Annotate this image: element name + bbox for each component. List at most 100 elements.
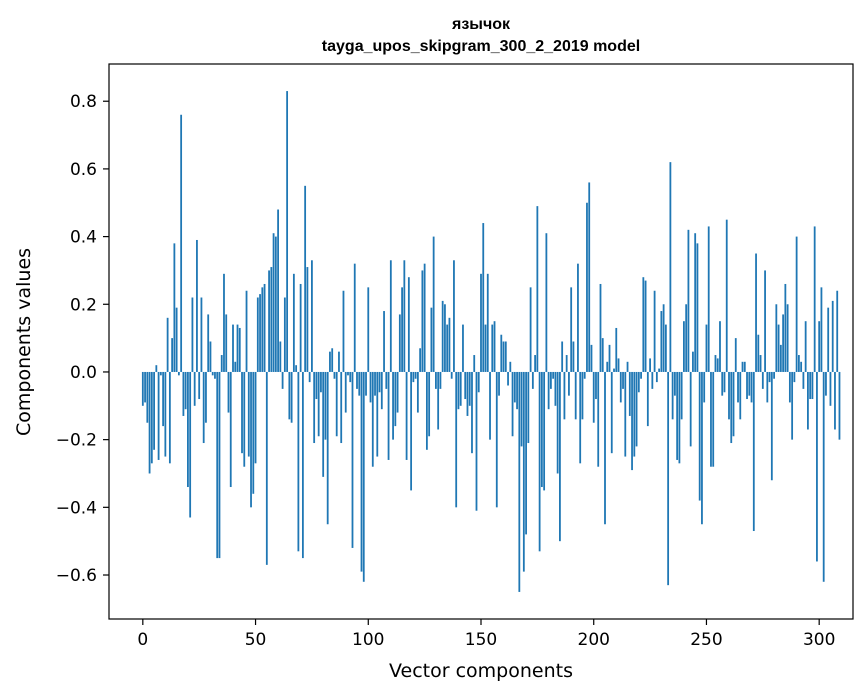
bar	[534, 355, 537, 372]
bar	[507, 371, 509, 386]
bar	[471, 371, 473, 454]
bar	[261, 287, 264, 372]
bar	[205, 371, 207, 423]
bar	[168, 371, 171, 464]
bar	[694, 233, 697, 372]
bars-group	[141, 91, 841, 592]
bar	[398, 314, 401, 372]
bar	[746, 371, 748, 400]
bar	[347, 371, 349, 376]
bar	[419, 348, 422, 372]
bar	[725, 219, 728, 372]
bar	[658, 368, 661, 372]
bar	[545, 233, 548, 372]
bar	[599, 283, 602, 372]
bar	[768, 371, 771, 383]
bar	[755, 253, 757, 372]
bar	[642, 277, 645, 372]
y-tick-label: −0.2	[56, 431, 97, 451]
bar	[187, 371, 189, 488]
bar	[807, 371, 809, 430]
plot-frame	[108, 63, 854, 620]
bar	[651, 371, 654, 389]
bar	[714, 355, 717, 372]
bar	[263, 283, 266, 372]
bar	[459, 371, 462, 406]
bar	[631, 371, 633, 471]
bar	[640, 371, 642, 379]
bar	[516, 371, 518, 410]
bar	[430, 307, 433, 372]
bar	[757, 334, 760, 372]
bar	[635, 371, 638, 447]
bar	[416, 371, 419, 413]
bar	[378, 371, 381, 393]
bar	[432, 236, 435, 372]
bar	[410, 371, 413, 491]
bar	[241, 371, 243, 454]
chart-subtitle: tayga_upos_skipgram_300_2_2019 model	[322, 38, 640, 55]
bar	[232, 324, 234, 372]
bar	[543, 371, 546, 491]
y-tick-label: 0.6	[70, 160, 97, 180]
bar	[317, 371, 320, 437]
bar	[568, 371, 570, 396]
bar	[295, 365, 298, 372]
bar	[216, 371, 219, 559]
y-tick-label: −0.6	[56, 566, 97, 586]
bar	[818, 321, 821, 372]
bar	[401, 287, 403, 372]
bar	[836, 290, 839, 372]
bar	[687, 229, 690, 372]
bar	[518, 371, 521, 592]
bar	[362, 371, 365, 582]
bar	[678, 371, 681, 464]
x-tick-label: 150	[465, 630, 497, 650]
bar	[200, 297, 203, 372]
bar	[685, 304, 688, 372]
bar	[358, 371, 361, 396]
bar	[304, 185, 307, 372]
bar	[811, 371, 814, 400]
bar	[513, 371, 516, 403]
bar	[477, 371, 480, 393]
bar	[412, 371, 415, 383]
bar	[234, 361, 237, 372]
bar	[707, 226, 710, 372]
bar	[777, 324, 780, 372]
bar	[376, 371, 379, 457]
bar	[288, 371, 291, 420]
bar	[495, 371, 498, 508]
bar	[734, 338, 737, 372]
bar	[579, 371, 582, 464]
bar	[779, 344, 782, 372]
bar	[299, 283, 302, 372]
bar	[414, 371, 417, 379]
bar	[825, 371, 827, 396]
bar	[227, 371, 230, 413]
bar	[335, 371, 338, 437]
bar	[676, 371, 679, 460]
bar	[351, 371, 354, 548]
bar	[716, 358, 719, 372]
bar	[608, 344, 611, 372]
bar	[153, 371, 155, 450]
x-tick-label: 0	[137, 630, 148, 650]
y-tick-label: −0.4	[56, 498, 97, 518]
bar	[453, 260, 455, 372]
bar	[272, 233, 275, 372]
bar	[166, 317, 169, 372]
bar	[437, 371, 440, 430]
bar	[193, 371, 196, 406]
bar	[144, 371, 146, 403]
bar	[450, 371, 453, 379]
chart-title: язычок	[451, 16, 511, 33]
bar	[703, 371, 706, 403]
bar	[277, 209, 279, 372]
bar	[500, 334, 503, 372]
bar	[606, 361, 609, 372]
bar	[286, 91, 289, 372]
x-axis-label: Vector components	[389, 660, 573, 682]
bar	[522, 371, 525, 572]
